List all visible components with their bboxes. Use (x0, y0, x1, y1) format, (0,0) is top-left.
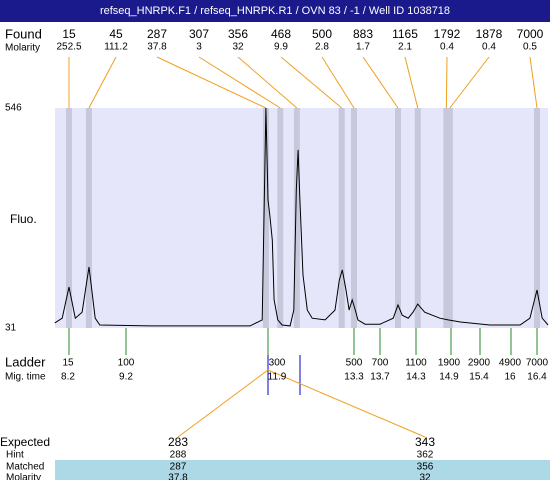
expected-row-label: Matched (6, 462, 44, 473)
peak-band (534, 108, 540, 328)
peak-link (529, 56, 538, 109)
peak-band (395, 108, 401, 328)
molarity-label: Molarity (5, 43, 40, 54)
y-axis-label: Fluo. (10, 212, 37, 226)
peak-link (449, 56, 490, 109)
title-bar (0, 0, 550, 22)
found-molarity: 111.2 (104, 42, 128, 53)
found-molarity: 0.4 (482, 42, 496, 53)
ladder-size: 1100 (405, 358, 427, 369)
found-size: 500 (312, 27, 332, 41)
found-size: 468 (271, 27, 291, 41)
peak-link (404, 56, 419, 109)
peak-link (156, 56, 267, 109)
peak-band (66, 108, 72, 328)
y-tick-label: 31 (5, 323, 17, 334)
expected-value: 356 (417, 462, 434, 473)
found-size: 1792 (434, 27, 461, 41)
expected-row-label: Molarity (6, 473, 41, 480)
chart-title: refseq_HNRPK.F1 / refseq_HNRPK.R1 / OVN … (100, 5, 450, 17)
found-molarity: 2.1 (398, 42, 412, 53)
found-size: 7000 (517, 27, 544, 41)
peak-band (338, 108, 345, 328)
found-size: 1165 (392, 27, 418, 41)
found-size: 15 (62, 27, 76, 41)
peak-link (237, 56, 298, 109)
plot-area (55, 108, 548, 328)
ladder-time: 13.3 (344, 372, 364, 383)
ladder-size: 2900 (468, 358, 491, 369)
expected-value: 362 (417, 450, 434, 461)
found-size: 307 (189, 27, 209, 41)
expected-value: 287 (170, 462, 187, 473)
ladder-size: 500 (346, 358, 363, 369)
peak-link (88, 56, 117, 109)
peak-band (351, 108, 357, 328)
expected-value: 288 (170, 450, 187, 461)
ladder-time: 14.9 (439, 372, 459, 383)
expected-row-label: Expected (0, 435, 50, 449)
found-molarity: 37.8 (147, 42, 167, 53)
found-size: 883 (353, 27, 373, 41)
peak-band (446, 108, 453, 328)
found-molarity: 1.7 (356, 42, 370, 53)
peak-band (85, 108, 92, 328)
peak-band (277, 108, 284, 328)
ladder-time: 8.2 (61, 372, 75, 383)
y-tick-label: 546 (5, 103, 22, 114)
peak-link (321, 56, 355, 109)
ladder-time: 13.7 (370, 372, 390, 383)
peak-band (293, 108, 300, 328)
found-molarity: 3 (196, 42, 202, 53)
expected-value: 32 (419, 473, 431, 480)
peak-link (362, 56, 399, 109)
found-molarity: 9.9 (274, 42, 288, 53)
peak-band (443, 108, 450, 328)
found-size: 45 (109, 27, 123, 41)
ladder-size: 7000 (526, 358, 549, 369)
ladder-size: 700 (372, 358, 389, 369)
peak-link (198, 56, 281, 109)
found-molarity: 0.4 (440, 42, 454, 53)
expected-value: 37.8 (168, 473, 188, 480)
peak-link (280, 56, 343, 109)
found-molarity: 2.8 (315, 42, 329, 53)
peak-band (414, 108, 421, 328)
found-size: 356 (228, 27, 248, 41)
expected-link (177, 369, 269, 438)
found-label: Found (5, 26, 42, 41)
ladder-time: 14.3 (406, 372, 426, 383)
ladder-size: 1900 (438, 358, 461, 369)
ladder-label: Ladder (5, 354, 46, 369)
found-molarity: 0.5 (523, 42, 537, 53)
expected-link (267, 369, 426, 438)
peak-link (445, 56, 448, 109)
found-size: 1878 (476, 27, 503, 41)
found-molarity: 252.5 (56, 42, 81, 53)
ladder-size: 4900 (499, 358, 522, 369)
peak-band (262, 108, 269, 328)
expected-row-label: Hint (6, 450, 24, 461)
ladder-time: 9.2 (119, 372, 133, 383)
ladder-size: 100 (118, 358, 135, 369)
ladder-size: 300 (269, 358, 286, 369)
expected-value: 343 (415, 435, 435, 449)
ladder-time: 15.4 (469, 372, 489, 383)
trace (54, 107, 549, 327)
ladder-time: 16.4 (527, 372, 547, 383)
expected-value: 283 (168, 435, 188, 449)
matched-highlight (55, 460, 550, 480)
mig-time-label: Mig. time (5, 372, 46, 383)
ladder-time: 11.9 (268, 372, 287, 383)
found-molarity: 32 (232, 42, 244, 53)
ladder-size: 15 (62, 358, 74, 369)
ladder-time: 16 (504, 372, 516, 383)
found-size: 287 (147, 27, 167, 41)
